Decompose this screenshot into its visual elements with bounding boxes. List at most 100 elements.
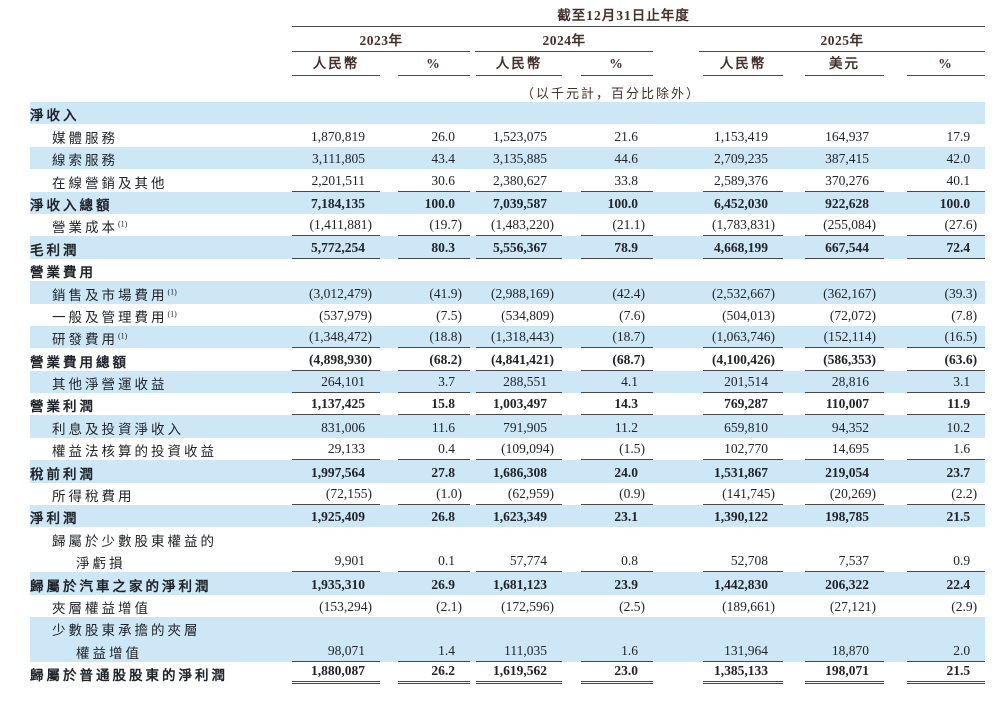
- cell-2023-pct: 27.8: [431, 464, 455, 480]
- table-row: 稅前利潤 1,997,564 27.8 1,686,308 24.0 1,531…: [30, 460, 986, 483]
- row-label: 淨收入: [30, 108, 80, 124]
- cell-2025-pct: 10.2: [946, 419, 971, 435]
- cell-2025-rmb: [653, 527, 783, 549]
- row-label: 媒體服務: [52, 130, 118, 146]
- cell-2024-rmb: [470, 259, 562, 281]
- cell-2025-rmb: 1,390,122: [714, 509, 768, 525]
- cell-2023-pct: (18.8): [380, 326, 470, 349]
- row-label: 銷售及市場費用(1): [52, 287, 177, 303]
- cell-2025-pct: [884, 617, 985, 639]
- cell-2025-rmb: 52,708: [653, 550, 783, 573]
- row-label: 歸屬於少數股東權益的: [52, 533, 217, 549]
- cell-2025-usd: 387,415: [825, 151, 869, 167]
- cell-2025-rmb: 1,153,419: [714, 128, 768, 144]
- cell-2024-pct: (2.5): [619, 598, 645, 614]
- year-2023-label: 2023年: [292, 29, 470, 52]
- cell-2023-rmb: 1,137,425: [292, 393, 380, 416]
- cell-2023-pct: (41.9): [429, 285, 462, 301]
- cell-2023-pct: 26.0: [431, 128, 455, 144]
- year-header-row: 2023年 2024年 2025年: [30, 27, 986, 52]
- row-label: 所得稅費用: [52, 489, 135, 505]
- row-label: 線索服務: [52, 153, 118, 169]
- cell-2025-rmb: [653, 617, 783, 639]
- table-row: 權益增值 98,071 1.4 111,035 1.6 131,964 18,8…: [30, 639, 986, 662]
- cell-2025-pct: (2.2): [884, 483, 986, 506]
- table-row: 歸屬於少數股東權益的: [30, 527, 986, 550]
- table-row: 淨收入: [30, 102, 986, 125]
- cell-2024-rmb: (1,318,443): [470, 326, 562, 349]
- cell-2025-usd: 7,537: [783, 550, 884, 573]
- cell-2025-pct: (27.6): [884, 214, 986, 237]
- cell-2025-rmb: (2,532,667): [712, 285, 775, 301]
- cell-2025-pct: 42.0: [946, 151, 971, 167]
- cell-2024-rmb: 1,003,497: [470, 393, 562, 416]
- cell-2023-pct: (19.7): [380, 214, 470, 237]
- cell-2025-pct: 23.7: [946, 464, 971, 480]
- cell-2024-pct: 23.9: [614, 576, 638, 592]
- cell-2025-usd: 18,870: [783, 639, 884, 662]
- cell-2024-rmb: (172,596): [501, 598, 554, 614]
- row-label: 營業費用總額: [30, 354, 129, 370]
- col-2025-usd: 美元: [783, 52, 884, 76]
- cell-2023-pct: 26.8: [431, 509, 455, 525]
- col-2024-rmb: 人民幣: [470, 52, 562, 76]
- cell-2024-rmb: 791,905: [503, 419, 547, 435]
- units-note-row: （以千元計，百分比除外）: [30, 76, 985, 102]
- row-label: 少數股東承擔的夾層: [52, 623, 201, 639]
- cell-2025-rmb: (189,661): [722, 598, 775, 614]
- row-label: 權益增值: [76, 645, 142, 661]
- cell-2025-usd: 94,352: [831, 419, 869, 435]
- cell-2025-pct: (7.8): [951, 307, 978, 323]
- cell-2025-pct: (16.5): [884, 326, 986, 349]
- cell-2024-pct: (42.4): [612, 285, 645, 301]
- year-2024-cell: 2024年: [470, 27, 653, 52]
- cell-2025-rmb: 1,442,830: [714, 576, 768, 592]
- cell-2024-rmb: (2,988,169): [491, 285, 554, 301]
- cell-2023-rmb: 5,772,254: [292, 236, 380, 259]
- cell-2024-pct: 23.1: [614, 509, 638, 525]
- cell-2025-usd: [783, 527, 884, 549]
- table-row: 在線營銷及其他 2,201,511 30.6 2,380,627 33.8 2,…: [30, 169, 986, 192]
- cell-2023-pct: (1.0): [380, 483, 470, 506]
- cell-2023-pct: 0.4: [380, 438, 470, 461]
- cell-2025-rmb: 4,668,199: [653, 236, 783, 259]
- cell-2025-rmb: [653, 259, 783, 281]
- cell-2025-pct: 72.4: [884, 236, 986, 259]
- cell-2024-pct: (68.7): [562, 348, 653, 371]
- row-label: 毛利潤: [30, 242, 80, 258]
- cell-2025-usd: 667,544: [783, 236, 884, 259]
- cell-2023-rmb: 1,997,564: [311, 464, 365, 480]
- row-label: 淨虧損: [76, 556, 126, 572]
- cell-2024-pct: 24.0: [614, 464, 638, 480]
- cell-2025-usd: 922,628: [825, 195, 869, 211]
- cell-2024-pct: 14.3: [562, 393, 653, 416]
- footnote-marker: (1): [118, 331, 128, 341]
- spacer-cell: [30, 4, 292, 27]
- row-label: 歸屬於汽車之家的淨利潤: [30, 578, 212, 594]
- cell-2025-usd: 219,054: [825, 464, 869, 480]
- row-label: 營業利潤: [30, 399, 96, 415]
- year-2023-cell: 2023年: [292, 27, 470, 52]
- cell-2025-pct: 17.9: [946, 128, 971, 144]
- col-2023-pct: %: [380, 52, 470, 76]
- cell-2024-pct: 21.6: [614, 128, 638, 144]
- cell-2025-rmb: (4,100,426): [653, 348, 783, 371]
- cell-2023-rmb: (72,155): [292, 483, 380, 506]
- cell-2025-rmb: 102,770: [653, 438, 783, 461]
- year-2025-cell: 2025年: [653, 27, 986, 52]
- cell-2023-pct: 15.8: [380, 393, 470, 416]
- spacer-cell: [30, 76, 292, 102]
- cell-2024-pct: 11.2: [614, 419, 638, 435]
- cell-2023-pct: 30.6: [380, 169, 470, 192]
- table-row: 權益法核算的投資收益 29,133 0.4 (109,094) (1.5) 10…: [30, 437, 986, 461]
- cell-2024-rmb: (62,959): [470, 483, 562, 506]
- cell-2024-rmb: 3,135,885: [493, 151, 547, 167]
- cell-2025-pct: 2.0: [884, 639, 986, 662]
- cell-2023-rmb: (4,898,930): [292, 348, 380, 371]
- col-2024-pct: %: [562, 52, 653, 76]
- cell-2023-pct: 80.3: [380, 236, 470, 259]
- cell-2023-pct: [380, 102, 470, 124]
- cell-2023-rmb: 3,111,805: [312, 151, 365, 167]
- cell-2025-usd: [783, 259, 884, 281]
- cell-2025-rmb: 659,810: [724, 419, 768, 435]
